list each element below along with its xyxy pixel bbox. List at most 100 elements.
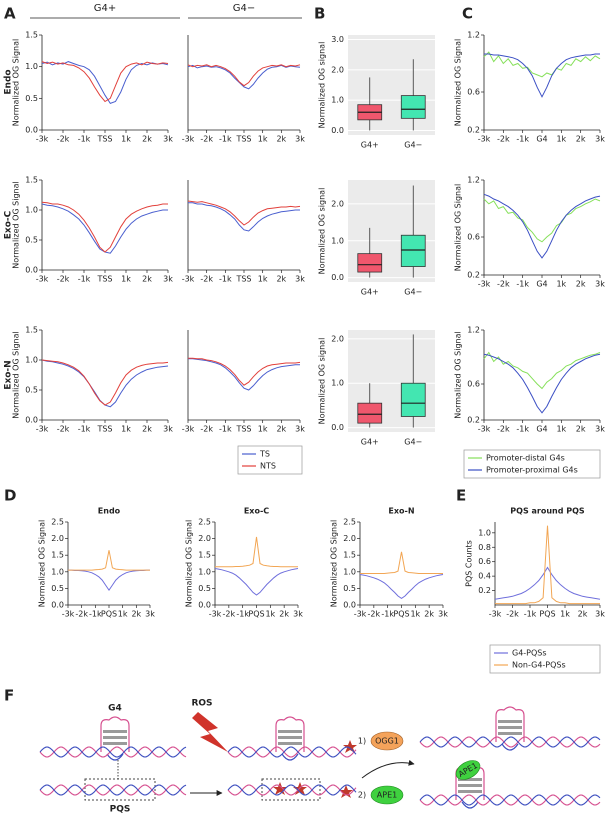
x-tick-label: 3k (295, 135, 305, 144)
x-tick-label: G4 (536, 425, 547, 434)
y-tick-label: 1.0 (331, 96, 344, 105)
box-body (400, 234, 426, 267)
x-tick-label: -2k (57, 275, 70, 284)
x-tick-label: 1k (121, 275, 131, 284)
x-tick-label: 1k (121, 425, 131, 434)
axis-line (483, 330, 600, 421)
diagram-label: 1) (358, 737, 366, 746)
axis-line (214, 522, 298, 606)
x-tick-label: 2k (576, 280, 586, 289)
x-tick-label: -1k (78, 425, 91, 434)
series-line (187, 64, 301, 90)
y-tick-label: 2.0 (331, 199, 344, 208)
x-tick-label: 3k (595, 610, 605, 619)
y-tick-label: 0.2 (478, 586, 491, 595)
chart-title: Endo (98, 507, 121, 516)
x-tick-label: 1k (258, 135, 268, 144)
ogg1-enzyme (370, 731, 404, 751)
axis-line (41, 35, 168, 131)
x-tick-label: -3k (182, 425, 195, 434)
y-tick-label: 1.0 (331, 236, 344, 245)
x-tick-label: -3k (36, 135, 49, 144)
x-tick-label: -1k (89, 610, 102, 619)
x-tick-label: 1k (118, 610, 128, 619)
damage-star (343, 740, 357, 753)
dna-strand (227, 746, 357, 758)
x-tick-label: 2k (424, 610, 434, 619)
x-tick-label: 3k (163, 275, 173, 284)
axis-line (41, 330, 168, 421)
dna-strand (39, 746, 187, 758)
x-tick-label: -1k (236, 610, 249, 619)
x-tick-label: G4+ (361, 288, 379, 297)
panel-label: F (4, 687, 14, 705)
y-tick-label: 1.2 (467, 326, 480, 335)
x-tick-label: G4− (404, 438, 422, 447)
series-line (187, 200, 301, 226)
x-tick-label: 1k (258, 425, 268, 434)
y-tick-label: 0.0 (331, 423, 344, 432)
series-line (187, 64, 301, 87)
x-tick-label: 3k (295, 275, 305, 284)
y-tick-label: 0.0 (343, 601, 356, 610)
series-line (359, 574, 444, 600)
axis-line (187, 330, 300, 421)
x-tick-label: TSS (96, 425, 112, 434)
y-tick-label: 0.2 (467, 126, 480, 135)
x-tick-label: -1k (219, 425, 232, 434)
lightning (192, 712, 228, 752)
x-tick-label: 1k (556, 135, 566, 144)
y-tick-label: 0.5 (198, 584, 211, 593)
y-axis-label: Normalized OG signal (318, 338, 327, 425)
x-tick-label: 1k (560, 610, 570, 619)
x-tick-label: 1k (121, 135, 131, 144)
x-tick-label: 3k (163, 425, 173, 434)
diagram: G4 ROS PQS 1) OGG1 2) APE1 APE1 (39, 699, 601, 815)
legend-label: NTS (260, 462, 276, 471)
x-tick-label: TSS (235, 135, 251, 144)
y-tick-label: 0.0 (198, 601, 211, 610)
diagram-label: 2) (358, 791, 366, 800)
series-line (68, 569, 150, 591)
y-tick-label: 0.6 (467, 88, 480, 97)
y-tick-label: 1.0 (478, 528, 491, 537)
x-tick-label: 2k (142, 425, 152, 434)
x-tick-label: -3k (182, 275, 195, 284)
legend-label: Promoter-proximal G4s (486, 466, 578, 475)
y-tick-label: 0.4 (478, 572, 491, 581)
x-tick-label: -2k (200, 425, 213, 434)
row-label: Exo-C (4, 210, 14, 239)
legend-label: Promoter-distal G4s (486, 454, 565, 463)
y-tick-label: 2.0 (51, 534, 64, 543)
y-tick-label: 1.5 (343, 551, 356, 560)
column-header: G4+ (94, 3, 117, 14)
y-tick-label: 0.6 (467, 233, 480, 242)
x-tick-label: -2k (223, 610, 236, 619)
dna-strand (419, 736, 601, 748)
y-axis-label: Normalized OG Signal (454, 184, 463, 272)
x-tick-label: 1k (556, 280, 566, 289)
dna-strand (227, 746, 357, 758)
x-tick-label: -3k (36, 275, 49, 284)
y-tick-label: 2.5 (51, 518, 64, 527)
arrow (361, 759, 415, 779)
x-tick-label: -1k (516, 425, 529, 434)
x-tick-label: 1k (556, 425, 566, 434)
legend-box (489, 644, 601, 674)
x-tick-label: -1k (78, 275, 91, 284)
chart-title: PQS around PQS (510, 507, 585, 516)
y-tick-label: 2.0 (343, 534, 356, 543)
series-line (483, 351, 601, 390)
series-line (483, 353, 601, 414)
dna-strand (227, 784, 357, 796)
x-tick-label: G4 (536, 280, 547, 289)
series-line (41, 61, 169, 105)
y-tick-label: 2.0 (331, 65, 344, 74)
diagram-label: APE1 (377, 791, 397, 800)
axis-line (483, 35, 600, 131)
box-body (357, 402, 383, 424)
x-tick-label: -3k (489, 610, 502, 619)
y-tick-label: 1.5 (25, 176, 38, 185)
y-tick-label: 0.5 (25, 386, 38, 395)
x-tick-label: -3k (354, 610, 367, 619)
